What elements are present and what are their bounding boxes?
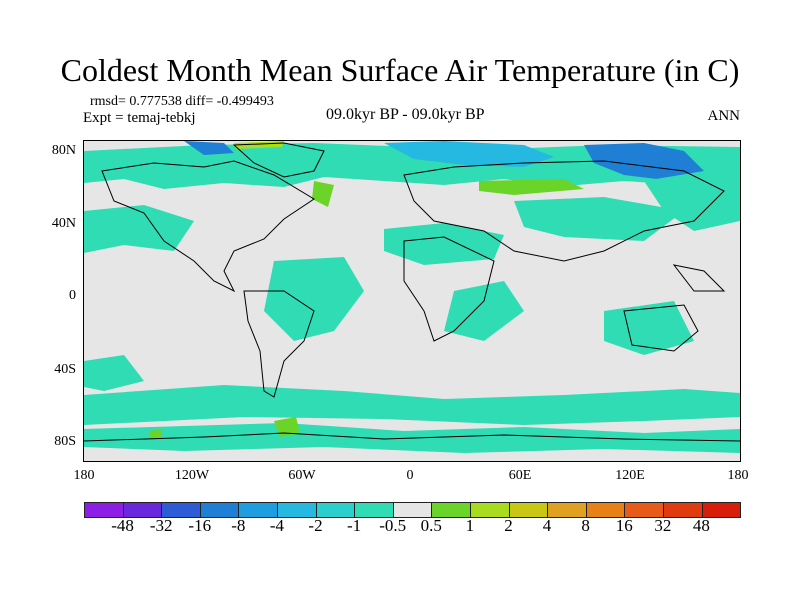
lon-tick-label: 0 <box>406 468 414 483</box>
anomaly-region <box>604 301 694 355</box>
colorbar-tick-label: 2 <box>504 516 513 535</box>
anomaly-region <box>384 223 504 265</box>
anomaly-region <box>384 141 554 167</box>
anomaly-region <box>274 417 300 437</box>
rmsd-diff-stats: rmsd= 0.777538 diff= -0.499493 <box>90 94 274 109</box>
colorbar-tick-label: 32 <box>654 516 672 535</box>
colorbar-tick-label: -8 <box>231 516 246 535</box>
lon-tick-label: 120E <box>615 468 645 483</box>
anomaly-region <box>644 171 740 231</box>
anomaly-region <box>84 355 144 391</box>
continent-outline <box>232 142 325 178</box>
colorbar-swatch <box>701 502 742 518</box>
colorbar-tick-label: -1 <box>347 516 362 535</box>
anomaly-region <box>514 197 684 241</box>
lat-tick-label: 80N <box>51 143 76 158</box>
colorbar-tick-label: -2 <box>308 516 323 535</box>
anomaly-region <box>84 205 194 253</box>
map-frame <box>83 140 741 462</box>
anomaly-region <box>584 143 704 181</box>
anomaly-region <box>444 281 524 341</box>
lon-tick-label: 120W <box>174 468 210 483</box>
colorbar-tick-label: 1 <box>465 516 475 535</box>
continent-outline <box>243 290 315 398</box>
colorbar-tick-label: 4 <box>542 516 552 535</box>
lon-tick-label: 180 <box>73 468 95 483</box>
experiment-label: Expt = temaj-tebkj <box>83 110 196 126</box>
season-label: ANN <box>707 108 741 124</box>
map-svg <box>84 141 740 453</box>
map-title: Coldest Month Mean Surface Air Temperatu… <box>60 52 740 88</box>
anomaly-region <box>312 181 334 207</box>
colorbar-tick-label: 0.5 <box>420 516 442 535</box>
lat-tick-label: 40S <box>54 362 76 377</box>
colorbar <box>84 502 742 518</box>
colorbar-tick-label: 16 <box>615 516 633 535</box>
lat-tick-label: 0 <box>69 288 76 303</box>
anomaly-region <box>84 385 740 425</box>
continent-outline <box>403 160 725 262</box>
continent-outline <box>101 160 315 293</box>
continent-outline <box>623 304 699 352</box>
anomaly-region <box>264 257 364 341</box>
colorbar-tick-label: 8 <box>581 516 590 535</box>
lon-tick-label: 60W <box>288 468 316 483</box>
continent-outline <box>84 432 740 442</box>
colorbar-tick-label: -48 <box>111 516 134 535</box>
lon-tick-label: 60E <box>508 468 532 483</box>
colorbar-tick-label: 48 <box>692 516 710 535</box>
continent-outline <box>403 236 495 342</box>
anomaly-region <box>84 143 740 189</box>
anomaly-region <box>184 141 234 155</box>
anomaly-region <box>150 429 162 437</box>
continent-outline <box>672 264 726 292</box>
colorbar-tick-label: -16 <box>188 516 212 535</box>
anomaly-region <box>479 179 584 195</box>
lon-tick-label: 180 <box>727 468 749 483</box>
colorbar-tick-label: -0.5 <box>379 516 407 535</box>
lat-tick-label: 80S <box>54 434 76 449</box>
period-label: 09.0kyr BP - 09.0kyr BP <box>326 106 485 123</box>
colorbar-tick-label: -32 <box>149 516 173 535</box>
lat-tick-label: 40N <box>51 216 76 231</box>
colorbar-tick-label: -4 <box>269 516 285 535</box>
